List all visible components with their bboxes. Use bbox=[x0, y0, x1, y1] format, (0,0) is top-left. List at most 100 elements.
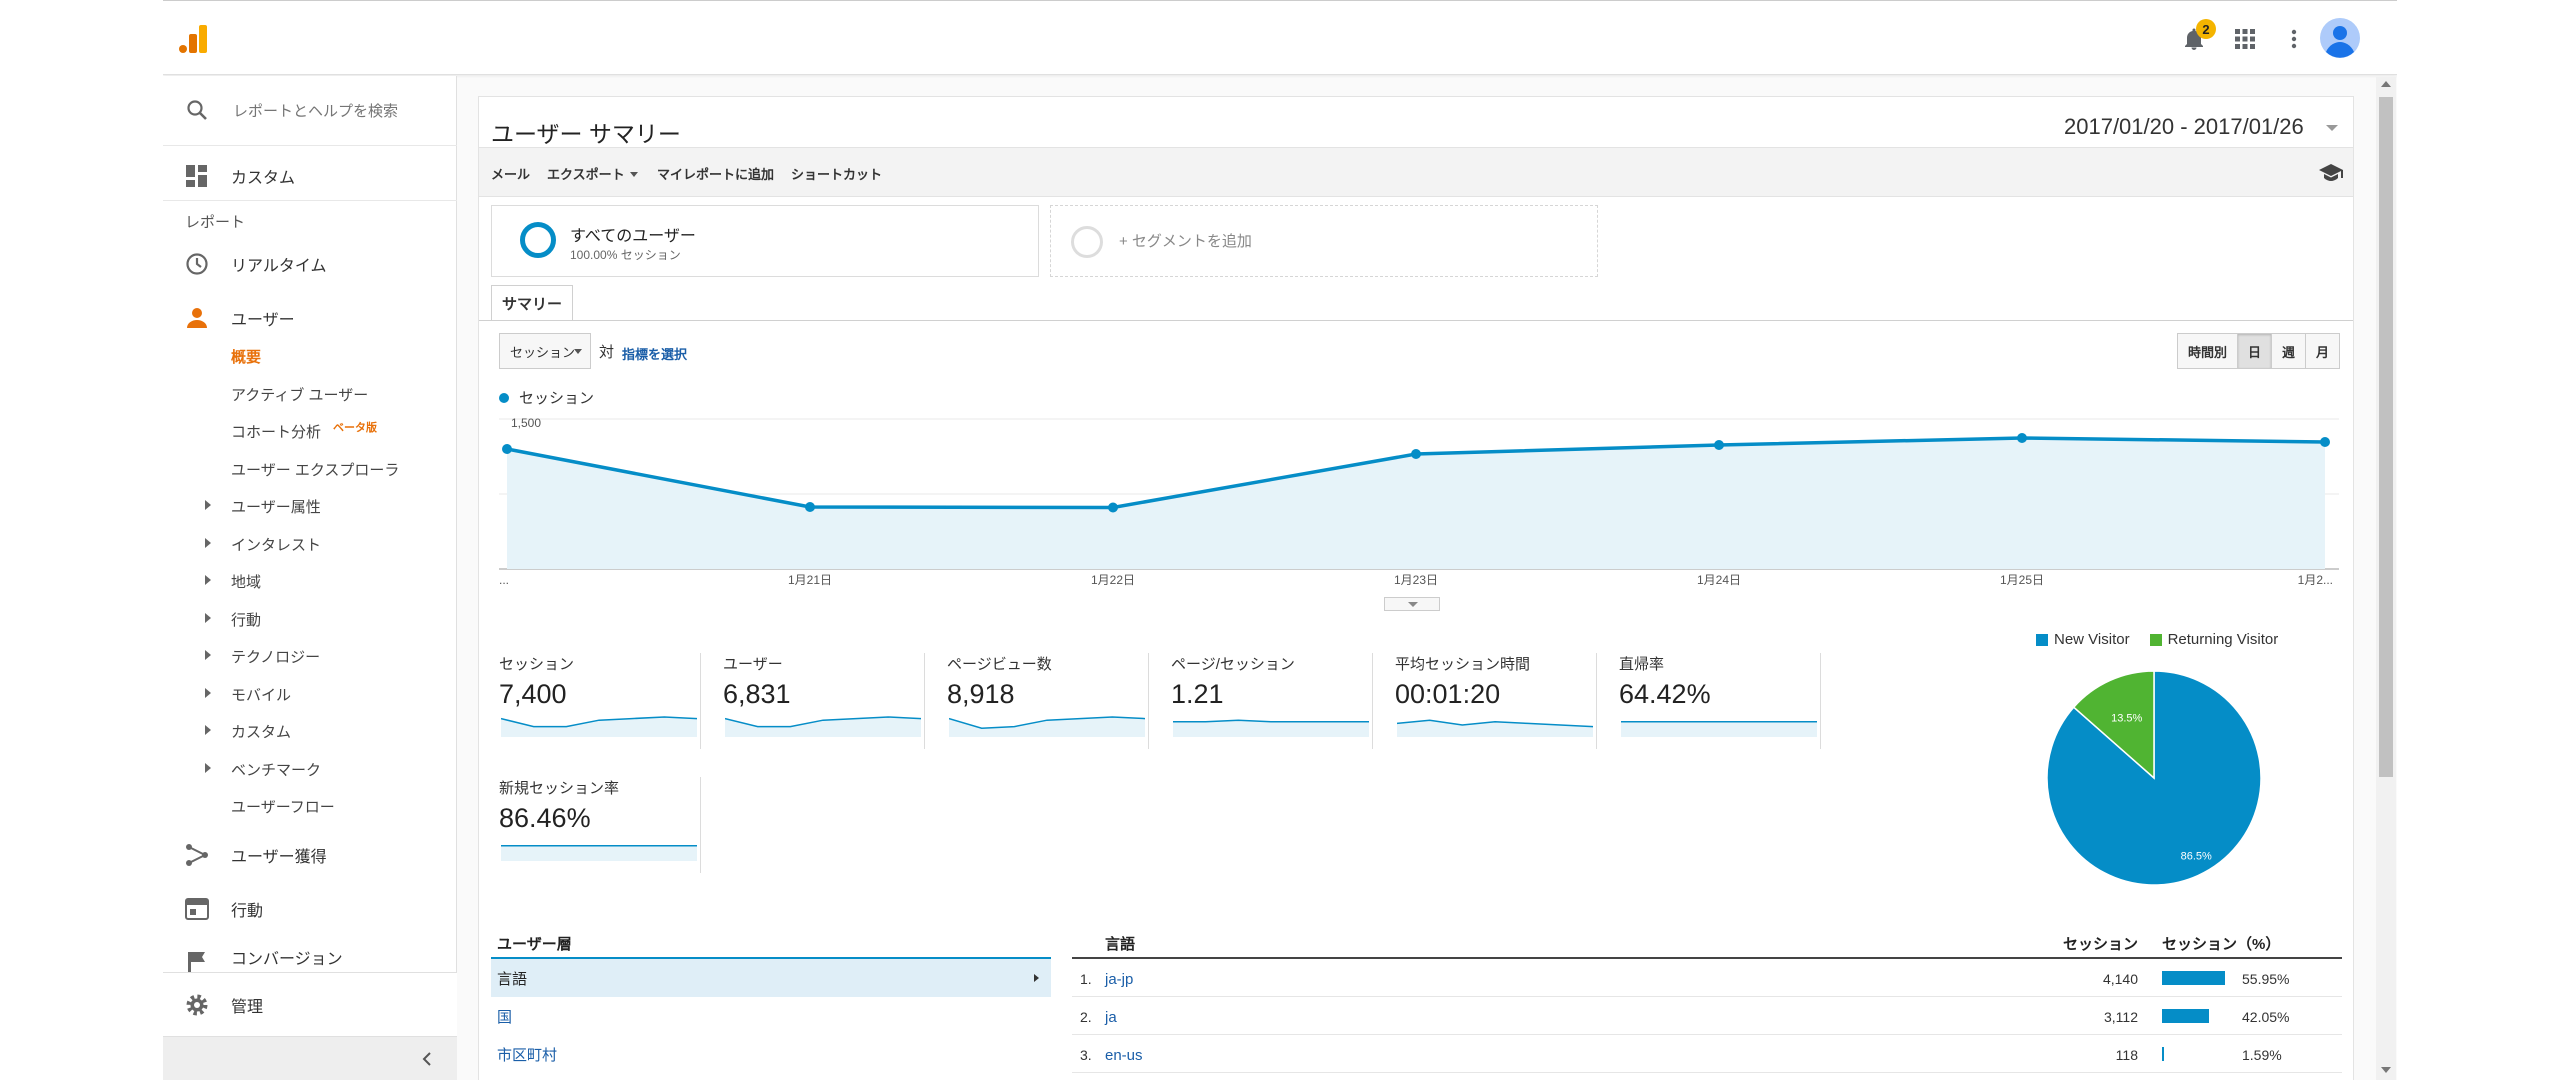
add-segment-button[interactable]: + セグメントを追加 bbox=[1050, 205, 1598, 277]
segment-all-users[interactable]: すべてのユーザー 100.00% セッション bbox=[491, 205, 1039, 277]
users-submenu-item[interactable]: 地域 bbox=[163, 563, 457, 597]
export-button[interactable]: エクスポート bbox=[547, 164, 638, 183]
users-submenu-item[interactable]: 行動 bbox=[163, 601, 457, 635]
sidebar-item-users[interactable]: ユーザー bbox=[163, 298, 457, 338]
users-submenu-item[interactable]: アクティブ ユーザー bbox=[163, 376, 457, 410]
demographics-item[interactable]: 国 bbox=[491, 997, 1051, 1035]
users-submenu-item[interactable]: ユーザー エクスプローラ bbox=[163, 451, 457, 485]
users-submenu-item[interactable]: インタレスト bbox=[163, 526, 457, 560]
legend-dot-icon bbox=[499, 392, 509, 403]
segment-name: すべてのユーザー bbox=[570, 228, 696, 245]
beta-badge: ベータ版 bbox=[333, 422, 377, 434]
sparkline-area bbox=[501, 717, 697, 737]
x-tick-label: 1月24日 bbox=[1697, 573, 1741, 587]
language-link[interactable]: ja bbox=[1105, 1009, 1117, 1026]
date-range-picker[interactable]: 2017/01/20 - 2017/01/26 bbox=[2053, 109, 2343, 145]
scorecard[interactable]: ページ/セッション 1.21 bbox=[1171, 653, 1373, 749]
scorecard[interactable]: 直帰率 64.42% bbox=[1619, 653, 1821, 749]
apps-button[interactable] bbox=[2229, 23, 2261, 55]
scorecard[interactable]: 新規セッション率 86.46% bbox=[499, 777, 701, 873]
data-point[interactable] bbox=[1714, 440, 1724, 450]
shortcut-button[interactable]: ショートカット bbox=[791, 167, 883, 182]
users-submenu-item[interactable]: ユーザー属性 bbox=[163, 488, 457, 522]
users-submenu-item[interactable]: カスタム bbox=[163, 713, 457, 747]
sessions-pct-bar bbox=[2162, 1009, 2210, 1023]
sidebar-item-acquisition[interactable]: ユーザー獲得 bbox=[163, 835, 457, 875]
pie-slice[interactable] bbox=[2072, 670, 2155, 780]
sidebar-item-custom[interactable]: カスタム bbox=[163, 156, 457, 196]
scorecard-label: ユーザー bbox=[723, 656, 783, 673]
users-submenu-item[interactable]: ベンチマーク bbox=[163, 751, 457, 785]
demographics-item[interactable]: 市区町村 bbox=[491, 1035, 1051, 1073]
language-link[interactable]: ja-jp bbox=[1105, 971, 1134, 988]
demographics-item-label: 国 bbox=[497, 1008, 513, 1026]
users-submenu-item[interactable]: 概要 bbox=[163, 338, 457, 372]
analytics-logo-icon[interactable] bbox=[177, 25, 209, 53]
search-input[interactable] bbox=[233, 98, 433, 124]
period-button[interactable]: 週 bbox=[2272, 334, 2307, 368]
sessions-pct-bar bbox=[2162, 1047, 2164, 1061]
period-button[interactable]: 日 bbox=[2238, 334, 2273, 368]
choose-metric-link[interactable]: 指標を選択 bbox=[622, 347, 688, 362]
expand-arrow-icon[interactable] bbox=[205, 650, 211, 660]
users-submenu-item[interactable]: コホート分析 ベータ版 bbox=[163, 413, 457, 447]
sidebar-item-label: リアルタイム bbox=[231, 258, 327, 275]
sidebar-item-behavior[interactable]: 行動 bbox=[163, 889, 457, 929]
table-row: 1. ja-jp 4,140 55.95% bbox=[1072, 959, 2342, 997]
scorecard-value: 86.46% bbox=[499, 803, 591, 833]
demographics-item[interactable]: 言語 bbox=[491, 959, 1051, 997]
scorecard[interactable]: ユーザー 6,831 bbox=[723, 653, 925, 749]
expand-arrow-icon[interactable] bbox=[205, 575, 211, 585]
sidebar-item-admin[interactable]: 管理 bbox=[163, 985, 457, 1025]
period-button[interactable]: 時間別 bbox=[2178, 334, 2239, 368]
scorecard[interactable]: セッション 7,400 bbox=[499, 653, 701, 749]
page-scrollbar[interactable] bbox=[2376, 77, 2396, 1080]
graduation-cap-icon[interactable] bbox=[2319, 162, 2343, 187]
sidebar-item-realtime[interactable]: リアルタイム bbox=[163, 244, 457, 284]
sidebar-item-conversion[interactable]: コンバージョン bbox=[163, 942, 457, 972]
expand-arrow-icon[interactable] bbox=[205, 762, 211, 773]
chart-resize-handle[interactable] bbox=[1384, 597, 1440, 611]
expand-arrow-icon[interactable] bbox=[205, 725, 211, 735]
pie-legend-item[interactable]: Returning Visitor bbox=[2149, 631, 2278, 648]
expand-arrow-icon[interactable] bbox=[205, 687, 211, 698]
row-rank: 2. bbox=[1080, 1009, 1092, 1025]
collapse-sidebar-button[interactable] bbox=[417, 1049, 437, 1069]
data-point[interactable] bbox=[1108, 502, 1118, 513]
scroll-thumb[interactable] bbox=[2379, 97, 2393, 777]
avatar[interactable] bbox=[2320, 18, 2360, 58]
scorecard[interactable]: 平均セッション時間 00:01:20 bbox=[1395, 653, 1597, 749]
scorecard[interactable]: ページビュー数 8,918 bbox=[947, 653, 1149, 749]
sidebar-item-label: ユーザー獲得 bbox=[231, 849, 327, 866]
versus-label: 対 bbox=[599, 344, 615, 361]
users-submenu-item[interactable]: モバイル bbox=[163, 676, 457, 710]
expand-arrow-icon[interactable] bbox=[205, 612, 211, 623]
language-link[interactable]: en-us bbox=[1105, 1047, 1143, 1064]
submenu-item-label: コホート分析 bbox=[231, 424, 322, 441]
period-button[interactable]: 月 bbox=[2306, 334, 2340, 368]
email-button[interactable]: メール bbox=[491, 167, 531, 182]
users-submenu-item[interactable]: ユーザーフロー bbox=[163, 788, 457, 822]
page-title: ユーザー サマリー bbox=[491, 121, 681, 147]
caret-down-icon bbox=[574, 349, 582, 354]
notifications-button[interactable]: 2 bbox=[2178, 19, 2216, 55]
data-point[interactable] bbox=[2017, 433, 2027, 443]
more-options-button[interactable] bbox=[2278, 23, 2310, 55]
scroll-up-arrow-icon[interactable] bbox=[2381, 81, 2391, 87]
data-point[interactable] bbox=[805, 502, 815, 512]
data-point[interactable] bbox=[502, 444, 512, 454]
metric-selector[interactable]: セッション bbox=[499, 333, 591, 369]
data-point[interactable] bbox=[1411, 449, 1421, 459]
data-point[interactable] bbox=[2320, 437, 2330, 447]
users-submenu-item[interactable]: テクノロジー bbox=[163, 638, 457, 672]
add-to-dashboard-button[interactable]: マイレポートに追加 bbox=[657, 167, 775, 182]
chart-legend: セッション bbox=[499, 387, 594, 408]
sidebar-item-label: コンバージョン bbox=[231, 951, 343, 968]
expand-arrow-icon[interactable] bbox=[205, 537, 211, 548]
scroll-down-arrow-icon[interactable] bbox=[2381, 1067, 2391, 1073]
expand-arrow-icon[interactable] bbox=[205, 500, 211, 510]
pie-legend-item[interactable]: New Visitor bbox=[2036, 631, 2130, 648]
x-tick-label: 1月25日 bbox=[2000, 573, 2044, 587]
sparkline-area bbox=[725, 717, 921, 737]
tab-summary[interactable]: サマリー bbox=[491, 285, 573, 321]
